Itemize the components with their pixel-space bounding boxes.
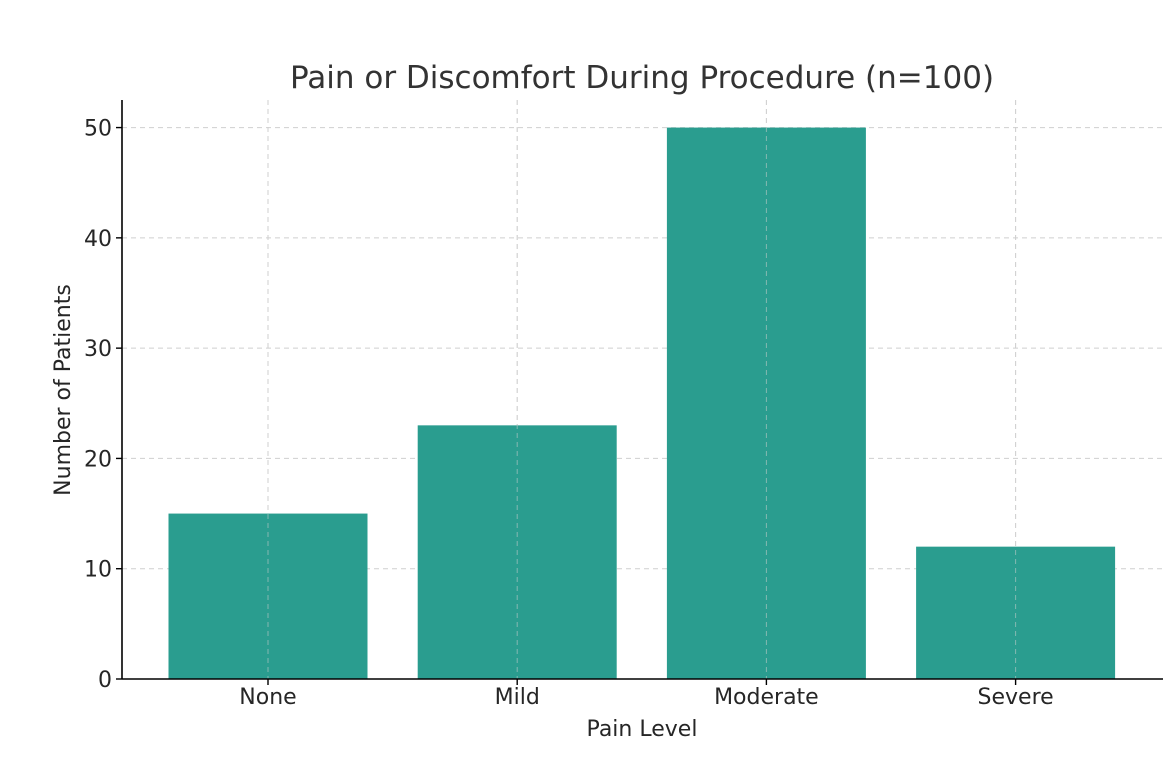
x-tick-label: Severe <box>978 685 1054 710</box>
axes <box>121 100 1163 680</box>
y-tick-label: 30 <box>84 337 112 362</box>
y-tick-label: 40 <box>84 227 112 252</box>
y-tick-label: 10 <box>84 558 112 583</box>
y-axis-label: Number of Patients <box>51 284 76 496</box>
y-ticks: 0 10 20 30 40 50 <box>84 117 122 693</box>
x-ticks: None Mild Moderate Severe <box>239 679 1054 710</box>
x-axis-label: Pain Level <box>587 717 698 742</box>
y-tick-label: 20 <box>84 447 112 472</box>
bars <box>168 100 1116 680</box>
y-tick-label: 0 <box>98 668 112 693</box>
y-tick-label: 50 <box>84 117 112 142</box>
x-tick-label: None <box>239 685 296 710</box>
x-tick-label: Moderate <box>714 685 819 710</box>
x-tick-label: Mild <box>495 685 540 710</box>
chart-title: Pain or Discomfort During Procedure (n=1… <box>290 60 994 96</box>
